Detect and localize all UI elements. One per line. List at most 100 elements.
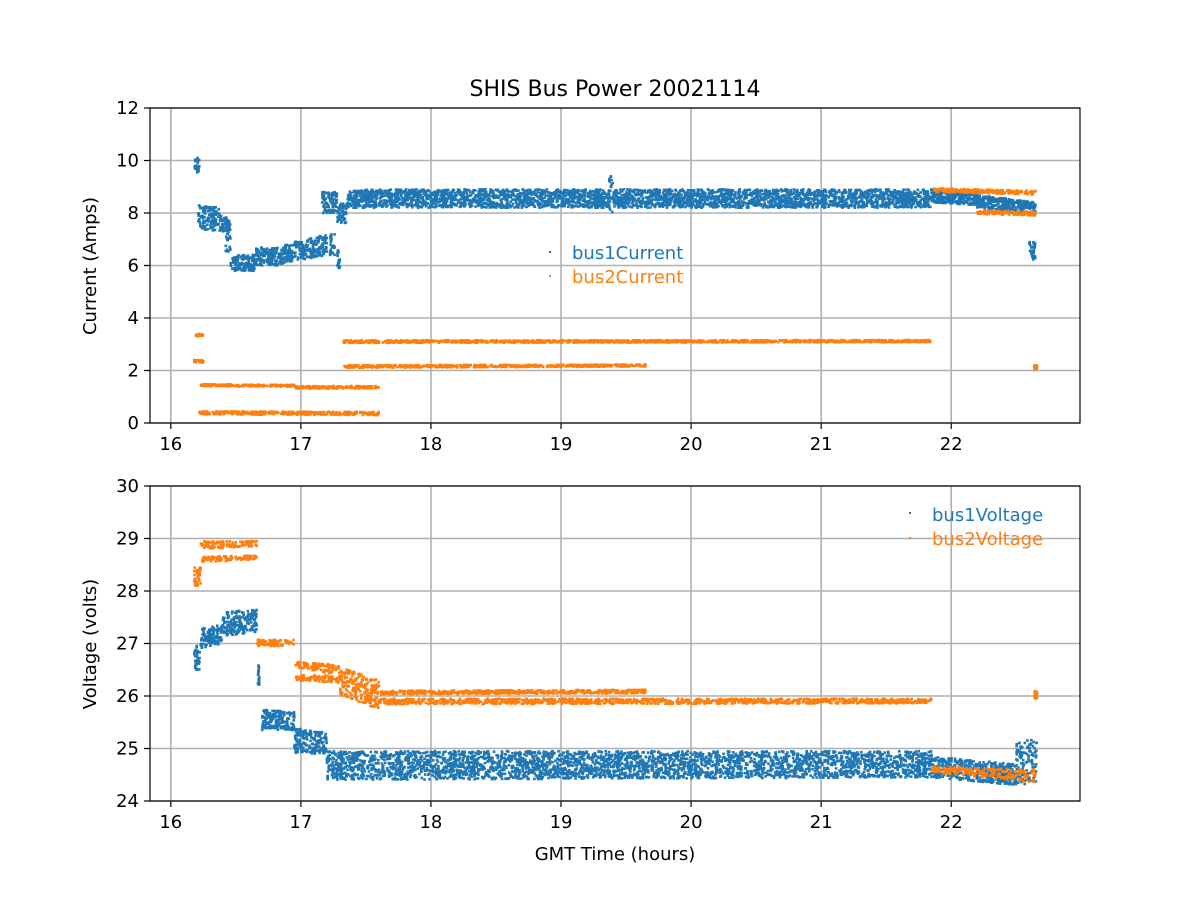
x-tick-label: 17 bbox=[289, 434, 312, 455]
bus1Current-point bbox=[321, 191, 324, 194]
bus1Current-point bbox=[495, 189, 498, 192]
bus1Current-point bbox=[284, 250, 287, 253]
bus1Current-point bbox=[601, 204, 604, 207]
bus1Current-point bbox=[534, 193, 537, 196]
bus1Current-point bbox=[225, 245, 228, 248]
bus1Current-point bbox=[917, 202, 920, 205]
bus1Current-point bbox=[210, 220, 213, 223]
bus1Current-point bbox=[780, 200, 783, 203]
bus1Current-point bbox=[657, 201, 660, 204]
bus1Current-point bbox=[742, 192, 745, 195]
bus1Current-point bbox=[769, 194, 772, 197]
bus1Current-point bbox=[790, 206, 793, 209]
bus1Current-point bbox=[571, 199, 574, 202]
bus1Current-point bbox=[405, 193, 408, 196]
bus1Current-point bbox=[221, 218, 224, 221]
bus1Current-point bbox=[543, 205, 546, 208]
bus1Current-point bbox=[329, 209, 332, 212]
bus1Current-point bbox=[847, 197, 850, 200]
bus1Current-point bbox=[214, 229, 217, 232]
bus1Current-point bbox=[360, 192, 363, 195]
bus1Current-point bbox=[195, 166, 198, 169]
bus1Current-point bbox=[678, 204, 681, 207]
bus1Current-point bbox=[274, 247, 277, 250]
bus1Current-point bbox=[393, 202, 396, 205]
bus1Current-point bbox=[867, 193, 870, 196]
bus2Current-point bbox=[274, 384, 277, 387]
bus1Current-point bbox=[557, 204, 560, 207]
bus1Current-point bbox=[515, 189, 518, 192]
bus1Current-point bbox=[235, 261, 238, 264]
bus1Current-point bbox=[874, 194, 877, 197]
bus1Current-point bbox=[592, 203, 595, 206]
bus1Current-point bbox=[509, 206, 512, 209]
bus1Current-point bbox=[582, 199, 585, 202]
bus1Current-point bbox=[592, 194, 595, 197]
bus1Current-point bbox=[471, 205, 474, 208]
bus1Current-point bbox=[888, 206, 891, 209]
bus2Current-point bbox=[196, 335, 199, 338]
bus1Current-point bbox=[468, 203, 471, 206]
bus1Current-point bbox=[516, 203, 519, 206]
bus1Current-point bbox=[411, 192, 414, 195]
bus1Current-point bbox=[628, 205, 631, 208]
bus1Current-point bbox=[398, 206, 401, 209]
bus1Current-point bbox=[584, 188, 587, 191]
bus1Current-point bbox=[332, 200, 335, 203]
bus1Current-point bbox=[500, 201, 503, 204]
bus1Current-point bbox=[231, 267, 234, 270]
bus1Current-point bbox=[342, 213, 345, 216]
bus1Current-point bbox=[617, 206, 620, 209]
bus1Current-point bbox=[815, 205, 818, 208]
bus1Current-point bbox=[327, 193, 330, 196]
bus1Current-point bbox=[687, 201, 690, 204]
bus1Current-point bbox=[901, 205, 904, 208]
bus1Current-point bbox=[828, 191, 831, 194]
bus1Current-point bbox=[892, 202, 895, 205]
bus1Current-point bbox=[422, 196, 425, 199]
bus1Current-point bbox=[295, 246, 298, 249]
bus1Current-point bbox=[758, 201, 761, 204]
bus1Current-point bbox=[989, 202, 992, 205]
bus1Current-point bbox=[1002, 197, 1005, 200]
bus1Current-point bbox=[895, 203, 898, 206]
bus1Current-point bbox=[658, 189, 661, 192]
bus1Current-point bbox=[637, 193, 640, 196]
bus1Current-point bbox=[595, 197, 598, 200]
bus1Current-point bbox=[371, 201, 374, 204]
bus1Current-point bbox=[964, 200, 967, 203]
bus1Current-point bbox=[251, 269, 254, 272]
bus2Current-point bbox=[246, 384, 249, 387]
bus1Current-point bbox=[1026, 203, 1029, 206]
bus1Current-point bbox=[977, 198, 980, 201]
bus1Current-point bbox=[584, 205, 587, 208]
bus1Current-point bbox=[238, 263, 241, 266]
bus1Current-point bbox=[202, 220, 205, 223]
bus1Current-point bbox=[339, 204, 342, 207]
bus1Current-point bbox=[512, 198, 515, 201]
bus1Current-point bbox=[512, 189, 515, 192]
bus1Current-point bbox=[860, 196, 863, 199]
bus1Current-point bbox=[894, 191, 897, 194]
bus1Current-point bbox=[608, 179, 611, 182]
bus1Current-point bbox=[742, 203, 745, 206]
bus1Current-point bbox=[454, 192, 457, 195]
bus1Current-point bbox=[736, 203, 739, 206]
bus1Current-point bbox=[366, 199, 369, 202]
bus1Current-point bbox=[552, 205, 555, 208]
bus1Current-point bbox=[409, 197, 412, 200]
bus1Current-point bbox=[530, 203, 533, 206]
bus1Current-point bbox=[280, 255, 283, 258]
bus1Current-point bbox=[538, 197, 541, 200]
bus1Current-point bbox=[1023, 204, 1026, 207]
bus1Current-point bbox=[695, 205, 698, 208]
bus1Current-point bbox=[487, 195, 490, 198]
bus1Current-point bbox=[545, 195, 548, 198]
bus1Current-point bbox=[534, 189, 537, 192]
bus1Current-point bbox=[324, 198, 327, 201]
bus1Current-point bbox=[512, 203, 515, 206]
bus1Current-point bbox=[491, 206, 494, 209]
bus1Current-point bbox=[684, 196, 687, 199]
bus1Current-point bbox=[898, 191, 901, 194]
bus1Current-point bbox=[460, 192, 463, 195]
